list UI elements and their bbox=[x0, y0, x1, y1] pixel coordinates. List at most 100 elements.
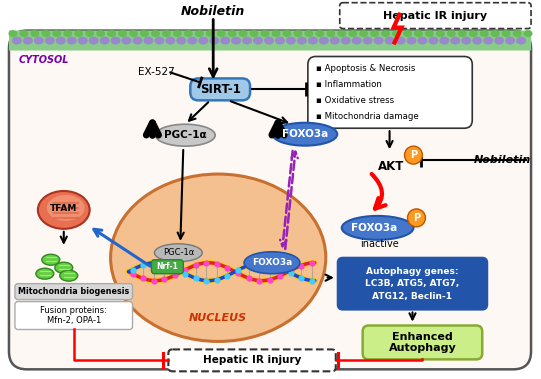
FancyBboxPatch shape bbox=[308, 56, 472, 128]
Ellipse shape bbox=[184, 30, 193, 37]
Ellipse shape bbox=[491, 30, 500, 37]
Ellipse shape bbox=[78, 36, 88, 45]
Ellipse shape bbox=[85, 30, 94, 37]
Ellipse shape bbox=[469, 30, 478, 37]
Text: ▪ Mitochondria damage: ▪ Mitochondria damage bbox=[316, 112, 419, 121]
Ellipse shape bbox=[436, 30, 445, 37]
Ellipse shape bbox=[34, 36, 44, 45]
Ellipse shape bbox=[308, 36, 318, 45]
Text: NUCLEUS: NUCLEUS bbox=[189, 313, 247, 323]
Ellipse shape bbox=[217, 30, 226, 37]
Ellipse shape bbox=[342, 216, 413, 240]
Ellipse shape bbox=[143, 36, 154, 45]
Ellipse shape bbox=[47, 195, 85, 221]
Ellipse shape bbox=[242, 36, 252, 45]
Ellipse shape bbox=[513, 30, 522, 37]
Ellipse shape bbox=[36, 268, 54, 279]
Ellipse shape bbox=[187, 36, 197, 45]
Text: Enhanced
Autophagy: Enhanced Autophagy bbox=[388, 332, 456, 353]
FancyBboxPatch shape bbox=[362, 326, 482, 359]
Ellipse shape bbox=[439, 36, 450, 45]
Text: Nrf-1: Nrf-1 bbox=[156, 262, 179, 271]
Ellipse shape bbox=[209, 36, 219, 45]
Ellipse shape bbox=[23, 36, 33, 45]
Ellipse shape bbox=[56, 36, 66, 45]
Text: Fusion proteins:
Mfn-2, OPA-1: Fusion proteins: Mfn-2, OPA-1 bbox=[40, 306, 107, 325]
Ellipse shape bbox=[381, 30, 390, 37]
Ellipse shape bbox=[319, 36, 329, 45]
Ellipse shape bbox=[231, 36, 241, 45]
Ellipse shape bbox=[392, 30, 401, 37]
Ellipse shape bbox=[418, 36, 427, 45]
Text: AKT: AKT bbox=[378, 160, 405, 172]
Text: PGC-1α: PGC-1α bbox=[163, 248, 194, 257]
Ellipse shape bbox=[253, 36, 263, 45]
Ellipse shape bbox=[293, 30, 302, 37]
Text: P: P bbox=[413, 213, 420, 223]
Ellipse shape bbox=[425, 30, 434, 37]
Ellipse shape bbox=[41, 30, 50, 37]
Ellipse shape bbox=[244, 252, 300, 274]
Ellipse shape bbox=[30, 30, 39, 37]
Ellipse shape bbox=[374, 36, 384, 45]
Ellipse shape bbox=[458, 30, 467, 37]
Ellipse shape bbox=[370, 30, 379, 37]
FancyBboxPatch shape bbox=[168, 349, 336, 371]
FancyBboxPatch shape bbox=[340, 3, 531, 28]
Text: CYTOSOL: CYTOSOL bbox=[19, 55, 69, 66]
FancyBboxPatch shape bbox=[190, 78, 250, 100]
Ellipse shape bbox=[220, 36, 230, 45]
Ellipse shape bbox=[403, 30, 412, 37]
Ellipse shape bbox=[55, 262, 72, 273]
Ellipse shape bbox=[450, 36, 460, 45]
Ellipse shape bbox=[249, 30, 259, 37]
Ellipse shape bbox=[315, 30, 324, 37]
Ellipse shape bbox=[166, 36, 175, 45]
Ellipse shape bbox=[483, 36, 493, 45]
Ellipse shape bbox=[359, 30, 368, 37]
Ellipse shape bbox=[206, 30, 215, 37]
Text: inactive: inactive bbox=[360, 239, 399, 249]
Ellipse shape bbox=[9, 30, 17, 37]
Ellipse shape bbox=[110, 36, 121, 45]
Ellipse shape bbox=[176, 36, 186, 45]
Text: FOXO3a: FOXO3a bbox=[252, 258, 292, 267]
Text: ▪ Oxidative stress: ▪ Oxidative stress bbox=[316, 96, 394, 105]
Ellipse shape bbox=[414, 30, 423, 37]
Ellipse shape bbox=[154, 244, 202, 262]
Ellipse shape bbox=[297, 36, 307, 45]
Ellipse shape bbox=[428, 36, 438, 45]
Ellipse shape bbox=[52, 30, 61, 37]
Text: P: P bbox=[410, 150, 417, 160]
Ellipse shape bbox=[406, 36, 417, 45]
Ellipse shape bbox=[282, 30, 292, 37]
Text: Autophagy genes:
LC3B, ATG5, ATG7,
ATG12, Beclin-1: Autophagy genes: LC3B, ATG5, ATG7, ATG12… bbox=[365, 267, 460, 301]
Ellipse shape bbox=[198, 36, 208, 45]
Ellipse shape bbox=[42, 254, 60, 265]
Ellipse shape bbox=[516, 36, 526, 45]
FancyBboxPatch shape bbox=[15, 302, 133, 329]
Ellipse shape bbox=[494, 36, 504, 45]
Ellipse shape bbox=[140, 30, 149, 37]
Ellipse shape bbox=[264, 36, 274, 45]
Ellipse shape bbox=[505, 36, 515, 45]
Ellipse shape bbox=[100, 36, 110, 45]
Ellipse shape bbox=[330, 36, 340, 45]
Text: FOXO3a: FOXO3a bbox=[282, 129, 328, 139]
Ellipse shape bbox=[502, 30, 511, 37]
Ellipse shape bbox=[96, 30, 105, 37]
Ellipse shape bbox=[326, 30, 335, 37]
Ellipse shape bbox=[154, 36, 164, 45]
Ellipse shape bbox=[74, 30, 83, 37]
FancyBboxPatch shape bbox=[15, 283, 133, 299]
Ellipse shape bbox=[348, 30, 357, 37]
Ellipse shape bbox=[133, 36, 142, 45]
Ellipse shape bbox=[352, 36, 362, 45]
Ellipse shape bbox=[173, 30, 182, 37]
FancyArrowPatch shape bbox=[372, 174, 386, 209]
Ellipse shape bbox=[118, 30, 127, 37]
Ellipse shape bbox=[461, 36, 471, 45]
Ellipse shape bbox=[472, 36, 482, 45]
Ellipse shape bbox=[107, 30, 116, 37]
Text: Hepatic IR injury: Hepatic IR injury bbox=[384, 11, 487, 20]
